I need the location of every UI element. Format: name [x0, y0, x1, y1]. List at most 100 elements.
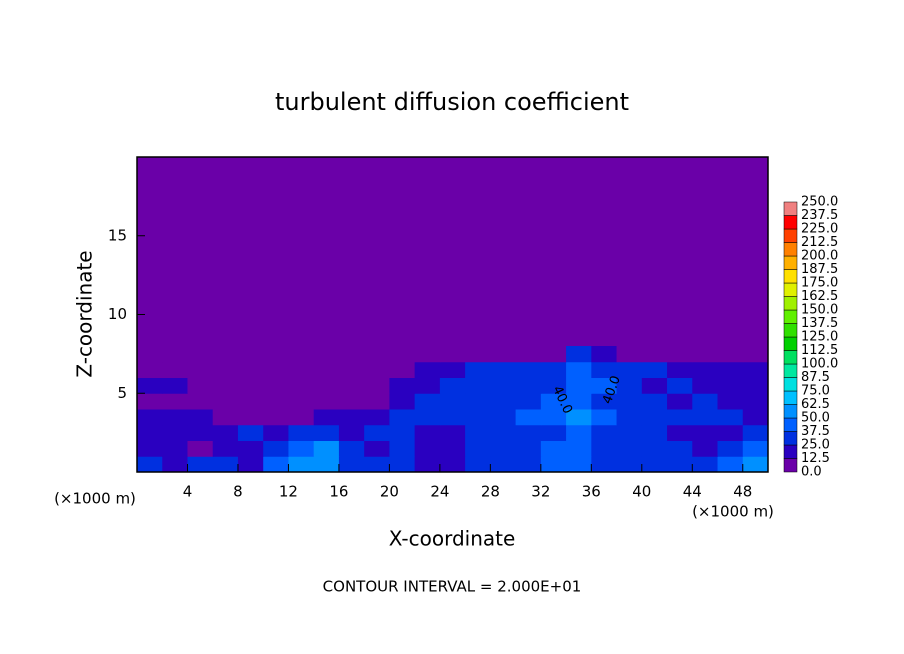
field-cell	[162, 424, 188, 441]
colorbar-label: 100.0	[801, 357, 838, 372]
field-cell	[515, 456, 542, 473]
field-cell	[288, 424, 315, 441]
x-tick-label: 20	[380, 483, 399, 501]
field-cell	[717, 456, 744, 473]
colorbar-label: 200.0	[801, 249, 838, 264]
field-cell	[137, 361, 163, 378]
field-cell	[237, 409, 264, 426]
colorbar-label: 150.0	[801, 303, 838, 318]
colorbar-swatch	[783, 458, 798, 473]
field-cell	[566, 361, 592, 378]
field-cell	[465, 377, 491, 394]
field-cell	[414, 424, 441, 441]
field-cell	[667, 346, 693, 363]
colorbar-label: 12.5	[801, 451, 830, 466]
field-cell	[338, 393, 365, 410]
field-cell	[490, 361, 517, 378]
field-cell	[591, 393, 618, 410]
field-cell	[263, 456, 289, 473]
field-cell	[137, 456, 163, 473]
field-cell	[490, 377, 517, 394]
field-cell	[439, 393, 466, 410]
field-cell	[692, 361, 719, 378]
field-cell	[540, 440, 567, 457]
field-cell	[389, 377, 416, 394]
field-cell	[717, 361, 744, 378]
field-cell	[465, 424, 491, 441]
colorbar-swatch	[783, 255, 798, 270]
field-cell	[540, 456, 567, 473]
x-tick-label: 44	[683, 483, 702, 501]
field-cell	[616, 424, 643, 441]
field-cell	[490, 393, 517, 410]
field-cell	[591, 424, 618, 441]
field-cell	[465, 393, 491, 410]
field-cell	[465, 440, 491, 457]
field-cell	[313, 393, 340, 410]
field-cell	[389, 424, 416, 441]
field-cell	[641, 377, 668, 394]
colorbar-label: 25.0	[801, 438, 830, 453]
x-tick-label: 48	[733, 483, 752, 501]
field-cell	[742, 424, 769, 441]
x-tick-label: 8	[233, 483, 243, 501]
field-cell	[212, 440, 239, 457]
field-cell	[313, 361, 340, 378]
field-cell	[338, 456, 365, 473]
field-cell	[692, 456, 719, 473]
colorbar-swatch	[783, 323, 798, 338]
field-cell	[364, 424, 390, 441]
field-cell	[540, 377, 567, 394]
field-cell	[717, 424, 744, 441]
field-cell	[414, 409, 441, 426]
field-cell	[237, 456, 264, 473]
field-cell	[439, 377, 466, 394]
field-cell	[515, 409, 542, 426]
colorbar-label: 225.0	[801, 222, 838, 237]
field-cell	[667, 440, 693, 457]
colorbar-swatch	[783, 282, 798, 297]
field-cell	[288, 440, 315, 457]
field-cell	[540, 424, 567, 441]
field-cell	[237, 346, 264, 363]
y-tick-label: 10	[108, 305, 127, 323]
field-cell	[263, 409, 289, 426]
field-cell	[288, 377, 315, 394]
colorbar-swatch	[783, 242, 798, 257]
field-cell	[288, 361, 315, 378]
colorbar-label: 162.5	[801, 289, 838, 304]
colorbar-label: 187.5	[801, 262, 838, 277]
field-cell	[717, 393, 744, 410]
field-cell	[540, 361, 567, 378]
field-cell	[338, 377, 365, 394]
field-cell	[187, 409, 214, 426]
colorbar-swatch	[783, 444, 798, 459]
colorbar-swatch	[783, 309, 798, 324]
field-cell	[566, 424, 592, 441]
field-cell	[490, 440, 517, 457]
field-cell	[389, 409, 416, 426]
field-cell	[237, 377, 264, 394]
field-cell	[212, 393, 239, 410]
field-cell	[591, 409, 618, 426]
field-cell	[187, 393, 214, 410]
field-cell	[187, 456, 214, 473]
field-cell	[187, 346, 214, 363]
colorbar-label: 112.5	[801, 343, 838, 358]
field-cell	[162, 409, 188, 426]
field-cell	[162, 346, 188, 363]
field-cell	[137, 346, 163, 363]
field-cell	[490, 456, 517, 473]
field-cell	[162, 377, 188, 394]
field-cell	[212, 456, 239, 473]
field-cell	[515, 377, 542, 394]
field-cell	[692, 424, 719, 441]
x-unit-label: (×1000 m)	[54, 490, 136, 508]
field-cell	[465, 409, 491, 426]
field-cell	[212, 346, 239, 363]
field-cell	[641, 393, 668, 410]
x-tick-label: 28	[481, 483, 500, 501]
field-cell	[616, 456, 643, 473]
field-cell	[717, 440, 744, 457]
colorbar-label: 50.0	[801, 411, 830, 426]
